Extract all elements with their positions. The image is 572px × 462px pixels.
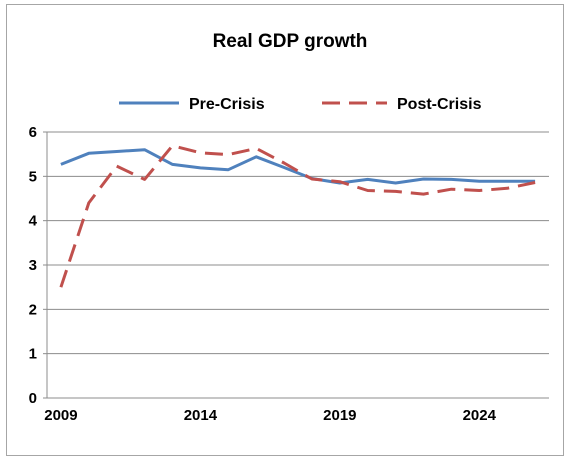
chart-title: Real GDP growth [213, 31, 368, 52]
x-tick-label: 2014 [184, 407, 218, 424]
series-line-pre-crisis [60, 148, 536, 185]
legend: Pre-Crisis Post-Crisis [119, 96, 482, 113]
axes [43, 131, 549, 399]
x-tick-label: 2019 [323, 407, 356, 424]
series-lines [59, 144, 536, 288]
x-tick-labels: 2009 2014 2019 2024 [44, 407, 496, 424]
x-tick-label: 2009 [44, 407, 77, 424]
x-tick-label: 2024 [463, 407, 497, 424]
y-tick-label: 4 [29, 213, 38, 230]
line-chart: Real GDP growth Pre-Crisis Post-Crisis 0 1… [29, 31, 549, 424]
y-tick-label: 0 [29, 390, 37, 407]
y-tick-label: 3 [29, 257, 37, 274]
y-tick-label: 6 [29, 124, 37, 141]
series-line-post-crisis [59, 144, 536, 288]
chart-frame: Real GDP growth Pre-Crisis Post-Crisis 0 1… [6, 4, 564, 456]
legend-label: Post-Crisis [397, 96, 482, 113]
y-tick-label: 5 [29, 168, 37, 185]
y-tick-label: 1 [29, 346, 37, 363]
y-tick-label: 2 [29, 301, 37, 318]
gridlines [47, 131, 549, 355]
y-tick-labels: 0 1 2 3 4 5 6 [29, 124, 38, 407]
legend-label: Pre-Crisis [189, 96, 265, 113]
